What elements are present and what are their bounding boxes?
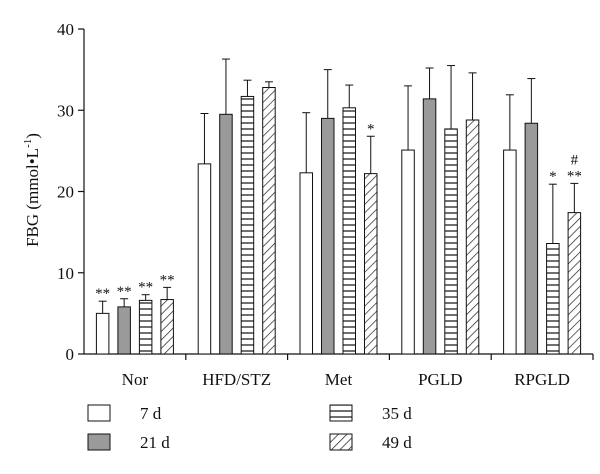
legend-swatch (329, 404, 353, 422)
bar (95, 312, 110, 355)
bar (262, 87, 276, 355)
significance-mark: * (549, 169, 557, 185)
bar (524, 122, 539, 355)
y-tick-label: 40 (57, 20, 74, 39)
significance-mark: ** (567, 168, 582, 184)
bar (219, 113, 233, 355)
legend: 7 d 21 d 35 d 49 d (87, 404, 412, 452)
y-axis-label-close: ) (23, 133, 42, 139)
bar (240, 95, 255, 355)
bar (465, 119, 480, 355)
bars: ** ** ** **** **# (95, 58, 582, 355)
legend-label: 7 d (140, 404, 162, 423)
bar (567, 212, 582, 355)
x-tick-label: RPGLD (514, 370, 570, 389)
legend-swatch (87, 433, 111, 451)
legend-label: 21 d (140, 433, 170, 452)
y-axis-label-superscript: -1 (22, 139, 34, 148)
legend-item: 49 d (329, 433, 412, 452)
significance-mark: ** (117, 284, 132, 300)
legend-item: 7 d (87, 404, 162, 423)
legend-swatch (87, 404, 111, 422)
significance-mark: * (367, 121, 375, 137)
legend-label: 49 d (382, 433, 412, 452)
legend-label: 35 d (382, 404, 412, 423)
y-tick-label: 30 (57, 101, 74, 120)
bar (321, 117, 335, 355)
bar (160, 299, 174, 355)
significance-mark: # (571, 152, 579, 168)
x-tick-label: PGLD (418, 370, 462, 389)
x-tick-label: Nor (122, 370, 149, 389)
bar (342, 107, 356, 355)
bar (138, 299, 153, 355)
x-tick-label: Met (325, 370, 353, 389)
bar (503, 149, 517, 355)
bar (546, 243, 560, 355)
significance-mark: ** (95, 286, 110, 302)
bar (117, 306, 131, 355)
axes: 0 10 20 30 40 Nor HFD/STZ Met PGLD RPGLD (57, 20, 594, 389)
bar (444, 128, 458, 355)
significance-mark: ** (160, 272, 175, 288)
legend-item: 21 d (87, 433, 170, 452)
bar (401, 149, 415, 355)
significance-mark: ** (138, 280, 153, 296)
y-axis-label-main: FBG (mmol•L (23, 148, 42, 247)
y-tick-label: 20 (57, 183, 74, 202)
bar (364, 173, 378, 355)
bar (197, 163, 212, 355)
x-tick-label: HFD/STZ (202, 370, 271, 389)
legend-swatch (329, 433, 353, 451)
y-tick-label: 0 (66, 345, 75, 364)
bar (299, 172, 313, 355)
legend-item: 35 d (329, 404, 412, 423)
y-axis-label: FBG (mmol•L-1) (22, 133, 42, 247)
y-tick-label: 10 (57, 264, 74, 283)
bar (422, 98, 437, 355)
